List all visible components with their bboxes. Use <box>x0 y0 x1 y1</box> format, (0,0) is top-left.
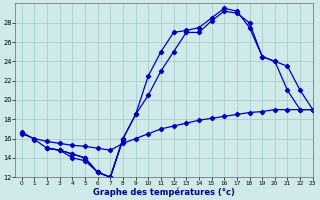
X-axis label: Graphe des températures (°c): Graphe des températures (°c) <box>93 187 235 197</box>
